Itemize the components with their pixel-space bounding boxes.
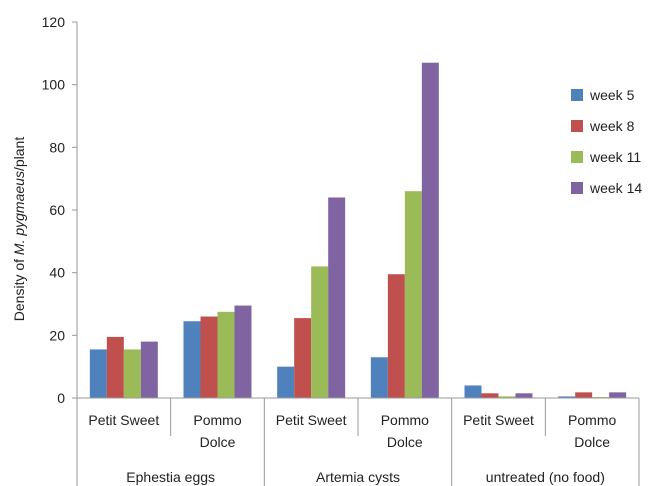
legend-swatch-week-8 [571,120,583,132]
category-labels: Petit Sweet Pommo Dolce Petit Sweet Pommo Dol… [76,398,640,486]
y-tick-label: 0 [57,390,65,406]
category-label: Petit Sweet [88,412,159,428]
group-label: Ephestia eggs [126,469,215,485]
category-label: Pommo [568,412,616,428]
bar-week-11-cat-4 [498,396,516,398]
bar-week-11-cat-2 [311,266,329,398]
bar-week-5-cat-1 [183,321,201,398]
legend-swatch-week-5 [571,89,583,101]
category-label: Pommo [193,412,241,428]
bar-week-8-cat-0 [106,336,124,398]
bar-week-14-cat-0 [140,341,158,398]
y-tick-label: 80 [49,139,65,155]
group-label: Artemia cysts [316,469,400,485]
bar-week-8-cat-3 [387,274,405,398]
bar-week-11-cat-3 [404,191,422,398]
bar-week-5-cat-3 [370,357,388,398]
legend-label-week-11: week 11 [589,149,641,165]
legend-swatch-week-11 [571,151,583,163]
bar-week-14-cat-1 [234,305,252,398]
category-label: Petit Sweet [276,412,347,428]
y-axis-title-species: M. pygmaeus [11,171,27,255]
category-label: Dolce [200,434,236,450]
y-tick-label: 120 [42,14,66,30]
y-tick-label: 20 [49,327,65,343]
bar-week-5-cat-2 [277,366,295,398]
bar-week-14-cat-5 [609,392,627,398]
bars [89,62,627,398]
category-label: Pommo [381,412,429,428]
y-tick-label: 60 [49,202,65,218]
category-label: Dolce [574,434,610,450]
legend-label-week-14: week 14 [589,180,642,196]
legend-label-week-5: week 5 [589,87,635,103]
category-label: Dolce [387,434,423,450]
bar-week-5-cat-5 [558,396,576,398]
legend-swatch-week-14 [571,182,583,194]
bar-week-14-cat-3 [421,62,439,398]
bar-week-11-cat-0 [123,349,141,398]
group-label: untreated (no food) [486,469,605,485]
y-axis-title-prefix: Density of [11,255,27,321]
y-tick-label: 40 [49,265,65,281]
y-tick-label: 100 [42,77,66,93]
y-axis-title-suffix: /plant [11,137,27,171]
bar-week-5-cat-0 [89,349,107,398]
y-axis-title: Density of M. pygmaeus/plant [11,137,27,322]
bar-week-14-cat-2 [328,197,346,398]
bar-week-8-cat-5 [575,392,593,398]
bar-week-8-cat-1 [200,316,218,398]
bar-week-14-cat-4 [515,393,533,398]
axes [76,22,639,399]
bar-week-5-cat-4 [464,385,482,398]
legend-label-week-8: week 8 [589,118,635,134]
bar-week-11-cat-1 [217,311,235,398]
y-axis-ticks: 0 20 40 60 80 100 120 [42,14,77,406]
category-label: Petit Sweet [463,412,534,428]
bar-week-8-cat-4 [481,393,499,398]
legend: week 5 week 8 week 11 week 14 [571,87,642,196]
bar-week-8-cat-2 [294,318,312,398]
